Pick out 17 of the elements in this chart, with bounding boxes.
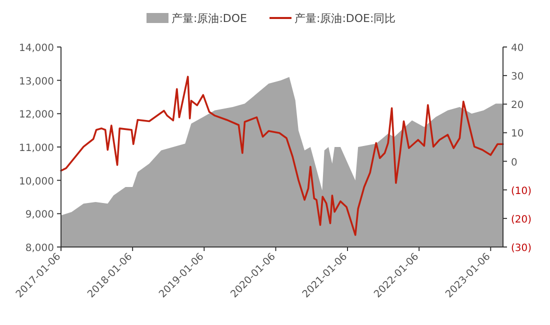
y2-tick-label: (20): [511, 214, 532, 226]
legend-label: 产量:原油:DOE:同比: [294, 12, 396, 25]
y-tick-label: 14,000: [19, 43, 54, 54]
y-tick-label: 8,000: [25, 243, 54, 254]
y2-tick-label: (10): [511, 186, 532, 197]
y-tick-label: 10,000: [19, 176, 54, 188]
y2-tick-label: (30): [511, 243, 532, 254]
y-tick-label: 13,000: [19, 76, 54, 88]
y2-tick-label: 40: [511, 43, 524, 54]
y2-tick-label: 30: [511, 72, 524, 83]
y2-tick-label: 0: [511, 157, 518, 168]
y2-tick-label: 10: [511, 128, 524, 140]
legend-label: 产量:原油:DOE: [172, 12, 248, 25]
y-tick-label: 11,000: [19, 143, 54, 154]
y-tick-label: 9,000: [25, 210, 54, 221]
y-tick-label: 12,000: [19, 110, 54, 121]
y2-tick-label: 20: [511, 100, 524, 112]
